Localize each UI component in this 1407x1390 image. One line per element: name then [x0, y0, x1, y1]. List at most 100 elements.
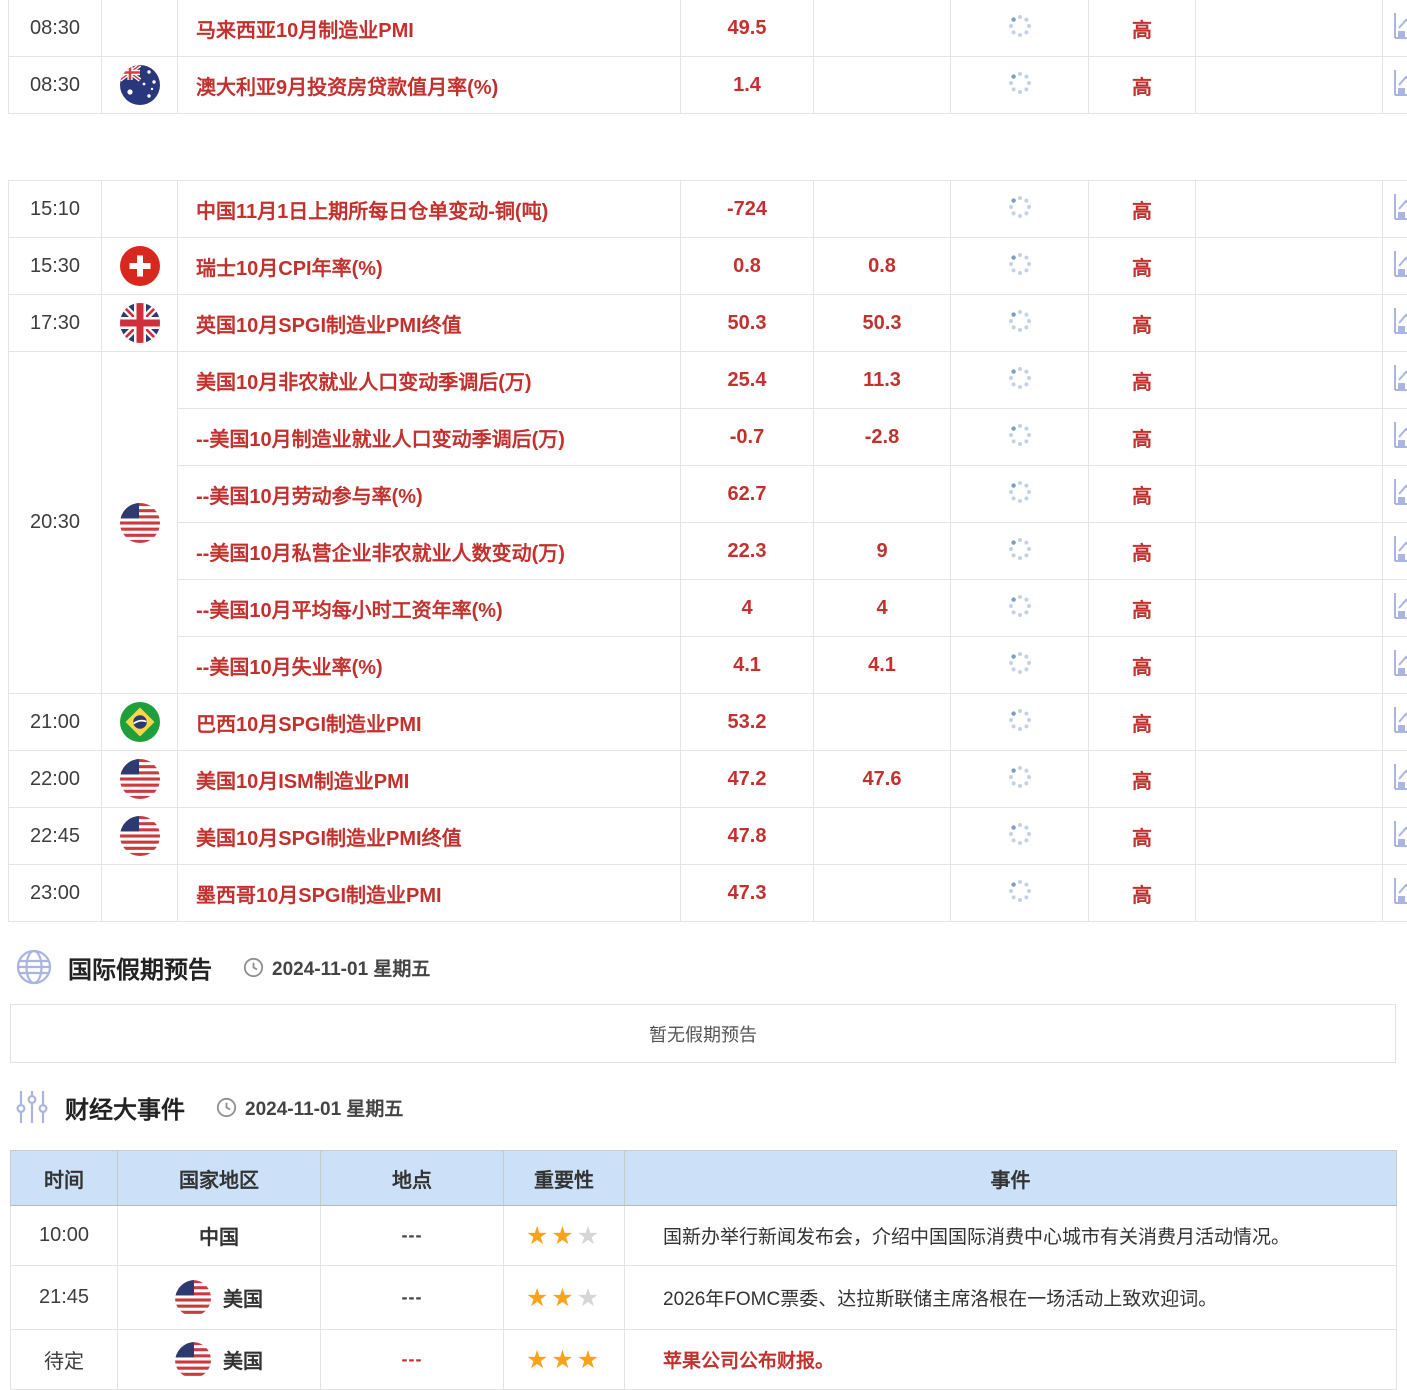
holiday-empty-text: 暂无假期预告	[649, 1021, 757, 1047]
flag-cell	[102, 694, 178, 751]
event-location: ---	[321, 1206, 504, 1266]
empty-cell	[1196, 580, 1383, 637]
chart-icon[interactable]	[1391, 647, 1407, 679]
loading-spinner-icon	[1006, 706, 1034, 734]
importance-label: 高	[1089, 637, 1196, 694]
events-section-header: 财经大事件 2024-11-01 星期五	[14, 1086, 403, 1128]
chart-icon[interactable]	[1391, 875, 1407, 907]
flag-cell	[102, 238, 178, 295]
loading-spinner-icon	[1006, 69, 1034, 97]
importance-stars: ★★★	[504, 1206, 625, 1266]
star-filled-icon: ★	[577, 1346, 602, 1374]
flag-usa-icon	[120, 816, 160, 856]
star-filled-icon: ★	[551, 1222, 576, 1250]
empty-cell	[1196, 865, 1383, 922]
calendar-row[interactable]: 22:45 美国10月SPGI制造业PMI终值 47.8 高	[9, 808, 1407, 865]
event-name[interactable]: 美国10月SPGI制造业PMI终值	[178, 808, 681, 865]
importance-label: 高	[1089, 808, 1196, 865]
chart-icon[interactable]	[1391, 818, 1407, 850]
col-header-event: 事件	[625, 1151, 1397, 1206]
loading-spinner-icon	[1006, 421, 1034, 449]
event-name[interactable]: --美国10月失业率(%)	[178, 637, 681, 694]
event-actual: 1.4	[681, 57, 814, 114]
calendar-row[interactable]: 22:00 美国10月ISM制造业PMI 47.2 47.6 高	[9, 751, 1407, 808]
chart-icon[interactable]	[1391, 590, 1407, 622]
calendar-row[interactable]: --美国10月私营企业非农就业人数变动(万) 22.3 9 高	[9, 523, 1407, 580]
event-name[interactable]: 巴西10月SPGI制造业PMI	[178, 694, 681, 751]
col-header-importance: 重要性	[504, 1151, 625, 1206]
calendar-row[interactable]: 08:30 马来西亚10月制造业PMI 49.5 高	[9, 0, 1407, 57]
chart-icon[interactable]	[1391, 419, 1407, 451]
empty-cell	[1196, 466, 1383, 523]
event-description[interactable]: 2026年FOMC票委、达拉斯联储主席洛根在一场活动上致欢迎词。	[625, 1266, 1397, 1330]
importance-label: 高	[1089, 865, 1196, 922]
event-forecast	[814, 57, 951, 114]
event-actual: -0.7	[681, 409, 814, 466]
chart-icon[interactable]	[1391, 704, 1407, 736]
event-name[interactable]: 瑞士10月CPI年率(%)	[178, 238, 681, 295]
event-name[interactable]: 英国10月SPGI制造业PMI终值	[178, 295, 681, 352]
event-name[interactable]: --美国10月平均每小时工资年率(%)	[178, 580, 681, 637]
event-row[interactable]: 待定 美国 --- ★★★ 苹果公司公布财报。	[11, 1330, 1397, 1390]
event-name[interactable]: 马来西亚10月制造业PMI	[178, 0, 681, 57]
chart-icon[interactable]	[1391, 761, 1407, 793]
event-time: 20:30	[9, 352, 102, 694]
event-forecast	[814, 694, 951, 751]
chart-icon[interactable]	[1391, 305, 1407, 337]
event-actual: 22.3	[681, 523, 814, 580]
event-time: 15:30	[9, 238, 102, 295]
chart-icon[interactable]	[1391, 67, 1407, 99]
event-description[interactable]: 国新办举行新闻发布会，介绍中国国际消费中心城市有关消费月活动情况。	[625, 1206, 1397, 1266]
chart-icon[interactable]	[1391, 191, 1407, 223]
calendar-row[interactable]: --美国10月制造业就业人口变动季调后(万) -0.7 -2.8 高	[9, 409, 1407, 466]
event-time: 08:30	[9, 57, 102, 114]
calendar-row[interactable]: 23:00 墨西哥10月SPGI制造业PMI 47.3 高	[9, 865, 1407, 922]
star-filled-icon: ★	[526, 1284, 551, 1312]
event-row[interactable]: 10:00 中国 --- ★★★ 国新办举行新闻发布会，介绍中国国际消费中心城市…	[11, 1206, 1397, 1266]
event-name[interactable]: --美国10月劳动参与率(%)	[178, 466, 681, 523]
chart-icon[interactable]	[1391, 362, 1407, 394]
event-name[interactable]: 澳大利亚9月投资房贷款值月率(%)	[178, 57, 681, 114]
economic-calendar-table-morning: 08:30 马来西亚10月制造业PMI 49.5 高 08:30 澳大利亚9月投…	[8, 0, 1407, 114]
event-name[interactable]: 墨西哥10月SPGI制造业PMI	[178, 865, 681, 922]
calendar-row[interactable]: 15:10 中国11月1日上期所每日仓单变动-铜(吨) -724 高	[9, 181, 1407, 238]
event-actual: 4	[681, 580, 814, 637]
calendar-row[interactable]: --美国10月劳动参与率(%) 62.7 高	[9, 466, 1407, 523]
event-actual: 50.3	[681, 295, 814, 352]
calendar-row[interactable]: 20:30 美国10月非农就业人口变动季调后(万) 25.4 11.3 高	[9, 352, 1407, 409]
importance-stars: ★★★	[504, 1330, 625, 1390]
event-row[interactable]: 21:45 美国 --- ★★★ 2026年FOMC票委、达拉斯联储主席洛根在一…	[11, 1266, 1397, 1330]
calendar-row[interactable]: --美国10月失业率(%) 4.1 4.1 高	[9, 637, 1407, 694]
event-time: 21:45	[11, 1266, 118, 1330]
event-name[interactable]: 美国10月ISM制造业PMI	[178, 751, 681, 808]
event-forecast: 4.1	[814, 637, 951, 694]
chart-icon[interactable]	[1391, 476, 1407, 508]
importance-label: 高	[1089, 0, 1196, 57]
event-forecast	[814, 808, 951, 865]
event-time: 22:45	[9, 808, 102, 865]
event-name[interactable]: 美国10月非农就业人口变动季调后(万)	[178, 352, 681, 409]
calendar-row[interactable]: 17:30 英国10月SPGI制造业PMI终值 50.3 50.3 高	[9, 295, 1407, 352]
event-name[interactable]: --美国10月私营企业非农就业人数变动(万)	[178, 523, 681, 580]
loading-spinner-icon	[1006, 250, 1034, 278]
calendar-row[interactable]: --美国10月平均每小时工资年率(%) 4 4 高	[9, 580, 1407, 637]
empty-cell	[1196, 808, 1383, 865]
event-actual: 47.2	[681, 751, 814, 808]
event-name[interactable]: 中国11月1日上期所每日仓单变动-铜(吨)	[178, 181, 681, 238]
event-forecast: 4	[814, 580, 951, 637]
calendar-row[interactable]: 15:30 瑞士10月CPI年率(%) 0.8 0.8 高	[9, 238, 1407, 295]
calendar-row[interactable]: 08:30 澳大利亚9月投资房贷款值月率(%) 1.4 高	[9, 57, 1407, 114]
event-description[interactable]: 苹果公司公布财报。	[625, 1330, 1397, 1390]
calendar-row[interactable]: 21:00 巴西10月SPGI制造业PMI 53.2 高	[9, 694, 1407, 751]
importance-label: 高	[1089, 694, 1196, 751]
chart-icon[interactable]	[1391, 248, 1407, 280]
empty-cell	[1196, 0, 1383, 57]
events-header-row: 时间 国家地区 地点 重要性 事件	[11, 1151, 1397, 1206]
event-forecast	[814, 0, 951, 57]
empty-cell	[1196, 352, 1383, 409]
event-name[interactable]: --美国10月制造业就业人口变动季调后(万)	[178, 409, 681, 466]
chart-icon[interactable]	[1391, 533, 1407, 565]
chart-icon[interactable]	[1391, 10, 1407, 42]
importance-label: 高	[1089, 409, 1196, 466]
event-time: 23:00	[9, 865, 102, 922]
